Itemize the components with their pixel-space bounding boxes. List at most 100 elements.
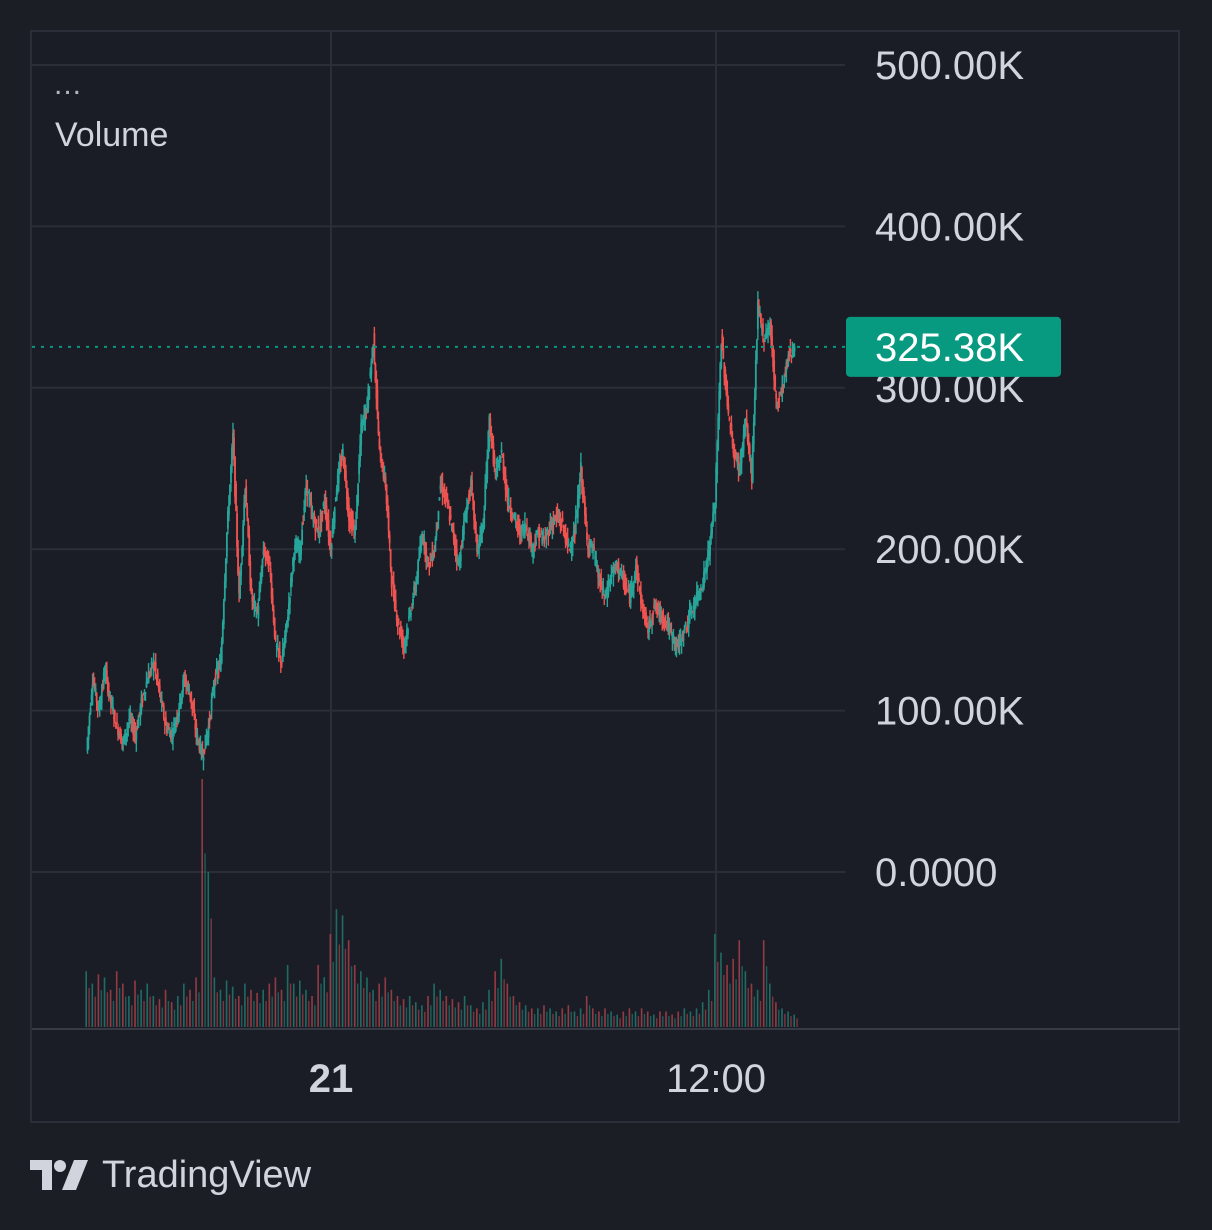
candle-body	[131, 720, 134, 724]
candle-body	[158, 684, 161, 692]
candle-body	[638, 586, 641, 592]
volume-bar	[775, 1002, 777, 1027]
volume-bar	[747, 987, 749, 1027]
volume-bar	[503, 979, 505, 1027]
candle-body	[471, 479, 473, 491]
candle-body	[101, 684, 104, 686]
candle-body	[719, 363, 722, 398]
volume-bar	[405, 1007, 408, 1027]
candle-body	[589, 544, 591, 548]
candle-body	[364, 407, 367, 423]
volume-bar	[414, 1002, 417, 1027]
candle-body	[309, 501, 312, 503]
candle-body	[245, 485, 248, 507]
candle-body	[186, 686, 189, 689]
candle-body	[154, 662, 157, 672]
candle-body	[102, 672, 105, 685]
candle-body	[773, 360, 776, 380]
candle-body	[134, 732, 137, 736]
volume-bar	[170, 1002, 173, 1027]
candle-body	[780, 388, 783, 395]
candle-body	[220, 641, 223, 663]
candle-body	[334, 498, 337, 501]
candle-body	[143, 693, 146, 695]
candle-body	[268, 556, 271, 563]
candle-body	[609, 576, 612, 586]
candle-body	[344, 470, 347, 483]
candle-body	[98, 705, 101, 710]
candle-body	[452, 529, 455, 541]
candle-body	[529, 538, 531, 544]
candle-body	[755, 340, 758, 361]
candle-body	[608, 582, 611, 584]
candle-body	[531, 550, 533, 552]
candle-body	[562, 525, 565, 528]
candle-body	[173, 723, 175, 727]
candle-body	[128, 718, 131, 721]
legend-menu[interactable]: ...	[54, 68, 83, 101]
volume-bars	[85, 779, 798, 1027]
candle-body	[726, 391, 729, 407]
volume-bar	[451, 999, 454, 1027]
axes: 500.00K400.00K300.00K200.00K100.00K0.000…	[32, 44, 1061, 1101]
candle-body	[698, 588, 701, 595]
candle-body	[668, 625, 671, 633]
candle-body	[767, 324, 769, 334]
candle-body	[478, 539, 481, 549]
candle-body	[769, 322, 771, 329]
candle-body	[568, 549, 571, 551]
volume-bar	[173, 1009, 176, 1027]
brand-name: TradingView	[102, 1153, 312, 1196]
candle-body	[166, 729, 169, 732]
candle-body	[114, 712, 116, 714]
volume-bar	[399, 1005, 402, 1027]
candle-body	[319, 518, 322, 531]
candle-body	[691, 612, 694, 614]
volume-bar	[179, 1005, 182, 1027]
candle-body	[198, 743, 201, 751]
volume-bar	[686, 1013, 688, 1027]
candle-body	[165, 727, 168, 733]
volume-bar	[106, 992, 109, 1027]
candle-body	[751, 443, 754, 481]
candle-body	[480, 531, 483, 533]
candle-body	[271, 595, 274, 606]
y-tick-label: 200.00K	[875, 528, 1024, 572]
candle-body	[770, 322, 772, 340]
candle-body	[489, 418, 492, 435]
candle-body	[259, 581, 262, 588]
volume-bar	[500, 958, 503, 1027]
volume-bar	[509, 996, 511, 1027]
candle-body	[251, 597, 254, 602]
candle-body	[487, 431, 490, 459]
candle-body	[651, 618, 653, 624]
candle-body	[470, 478, 472, 488]
chart-panel[interactable]	[30, 30, 1180, 1123]
candle-body	[597, 570, 600, 578]
candle-body	[662, 614, 665, 622]
candle-body	[514, 518, 517, 522]
tradingview-brand[interactable]: TradingView	[30, 1150, 311, 1200]
volume-bar	[466, 1005, 469, 1027]
candle-body	[249, 561, 252, 584]
candle-body	[432, 555, 435, 560]
candle-body	[428, 563, 431, 568]
candle-body	[119, 728, 121, 740]
volume-bar	[476, 1008, 478, 1027]
candle-body	[88, 715, 91, 726]
volume-bar	[192, 1000, 194, 1027]
volume-bar	[753, 996, 756, 1027]
candle-body	[314, 523, 317, 532]
candle-body	[647, 629, 649, 633]
volume-bar	[225, 980, 228, 1027]
candle-body	[552, 522, 555, 525]
candle-body	[370, 361, 373, 375]
candle-body	[157, 682, 160, 689]
candle-body	[641, 599, 643, 603]
candle-body	[288, 603, 290, 611]
volume-bar	[692, 1016, 695, 1027]
volume-bar	[384, 977, 387, 1027]
candle-body	[680, 643, 683, 645]
last-value-label: 325.38K	[875, 326, 1024, 370]
